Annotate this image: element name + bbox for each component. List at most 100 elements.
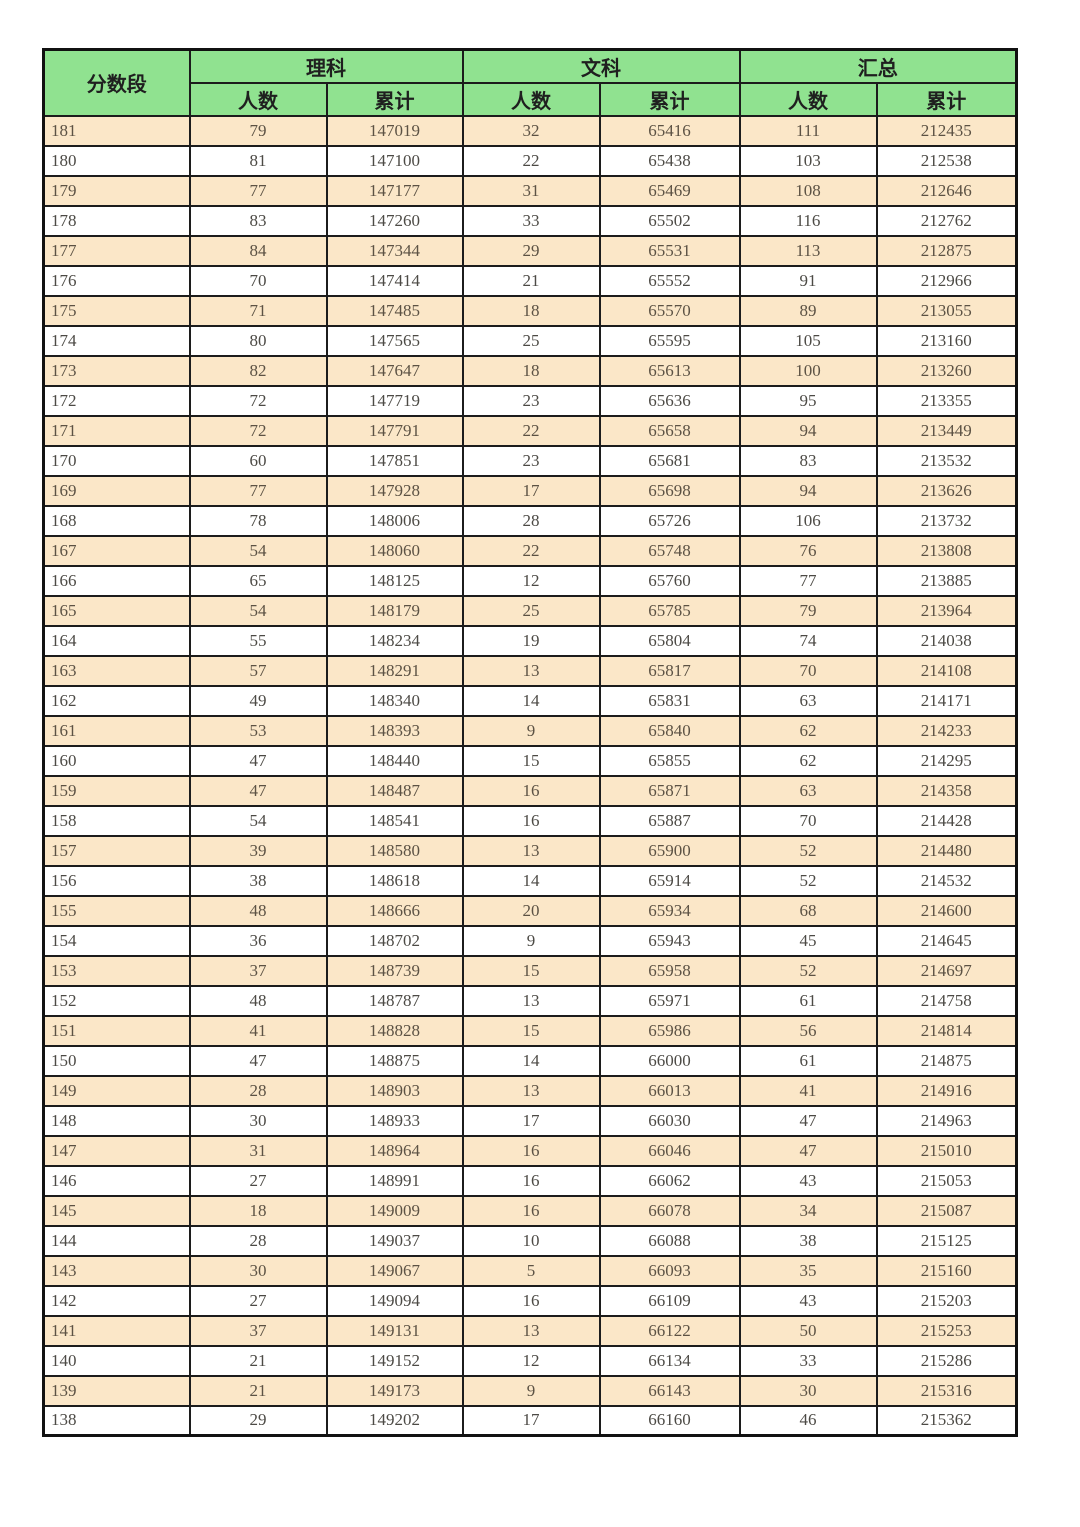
cumulative-cell: 148991 (325, 1164, 464, 1197)
cumulative-cell: 215087 (875, 1194, 1018, 1227)
count-cell: 55 (188, 624, 328, 657)
cumulative-cell: 148933 (325, 1104, 464, 1137)
count-cell: 61 (738, 984, 878, 1017)
count-cell: 70 (188, 264, 328, 297)
count-cell: 5 (461, 1254, 601, 1287)
score-cell: 181 (42, 114, 191, 147)
cumulative-cell: 66000 (598, 1044, 741, 1077)
cumulative-cell: 147928 (325, 474, 464, 507)
count-cell: 13 (461, 654, 601, 687)
cumulative-cell: 148393 (325, 714, 464, 747)
table-row: 142 27 149094 16 66109 43 215203 (42, 1284, 1018, 1317)
count-cell: 83 (188, 204, 328, 237)
count-cell: 38 (738, 1224, 878, 1257)
cumulative-cell: 214916 (875, 1074, 1018, 1107)
count-cell: 29 (461, 234, 601, 267)
count-cell: 41 (738, 1074, 878, 1107)
count-cell: 37 (188, 954, 328, 987)
cumulative-cell: 214963 (875, 1104, 1018, 1137)
cumulative-cell: 213160 (875, 324, 1018, 357)
count-cell: 43 (738, 1164, 878, 1197)
count-cell: 15 (461, 954, 601, 987)
score-cell: 161 (42, 714, 191, 747)
count-cell: 13 (461, 1074, 601, 1107)
score-cell: 152 (42, 984, 191, 1017)
table-row: 140 21 149152 12 66134 33 215286 (42, 1344, 1018, 1377)
score-cell: 149 (42, 1074, 191, 1107)
count-cell: 72 (188, 384, 328, 417)
count-cell: 17 (461, 474, 601, 507)
cumulative-cell: 148060 (325, 534, 464, 567)
cumulative-cell: 214108 (875, 654, 1018, 687)
cumulative-cell: 149067 (325, 1254, 464, 1287)
cumulative-cell: 65438 (598, 144, 741, 177)
cumulative-cell: 215286 (875, 1344, 1018, 1377)
cumulative-cell: 148487 (325, 774, 464, 807)
cumulative-cell: 148541 (325, 804, 464, 837)
cumulative-cell: 213808 (875, 534, 1018, 567)
count-cell: 47 (188, 1044, 328, 1077)
score-cell: 147 (42, 1134, 191, 1167)
count-cell: 23 (461, 384, 601, 417)
count-cell: 61 (738, 1044, 878, 1077)
count-cell: 37 (188, 1314, 328, 1347)
count-cell: 25 (461, 594, 601, 627)
count-cell: 13 (461, 834, 601, 867)
table-row: 148 30 148933 17 66030 47 214963 (42, 1104, 1018, 1137)
count-cell: 30 (188, 1254, 328, 1287)
count-cell: 106 (738, 504, 878, 537)
cumulative-cell: 148903 (325, 1074, 464, 1107)
count-cell: 43 (738, 1284, 878, 1317)
score-cell: 143 (42, 1254, 191, 1287)
count-cell: 71 (188, 294, 328, 327)
table-row: 138 29 149202 17 66160 46 215362 (42, 1404, 1018, 1437)
score-cell: 158 (42, 804, 191, 837)
cumulative-cell: 148828 (325, 1014, 464, 1047)
count-cell: 16 (461, 1194, 601, 1227)
count-cell: 25 (461, 324, 601, 357)
cumulative-cell: 149037 (325, 1224, 464, 1257)
score-cell: 151 (42, 1014, 191, 1047)
group-header-total: 汇总 (738, 48, 1018, 84)
count-cell: 48 (188, 894, 328, 927)
cumulative-cell: 213732 (875, 504, 1018, 537)
cumulative-cell: 148964 (325, 1134, 464, 1167)
count-cell: 16 (461, 804, 601, 837)
count-cell: 77 (188, 174, 328, 207)
cumulative-cell: 65698 (598, 474, 741, 507)
table-row: 157 39 148580 13 65900 52 214480 (42, 834, 1018, 867)
count-cell: 70 (738, 804, 878, 837)
science-cumulative-header: 累计 (325, 81, 464, 117)
cumulative-cell: 212646 (875, 174, 1018, 207)
cumulative-cell: 66062 (598, 1164, 741, 1197)
score-cell: 166 (42, 564, 191, 597)
score-cell: 173 (42, 354, 191, 387)
cumulative-cell: 212966 (875, 264, 1018, 297)
cumulative-cell: 213532 (875, 444, 1018, 477)
cumulative-cell: 66160 (598, 1404, 741, 1437)
cumulative-cell: 65855 (598, 744, 741, 777)
table-row: 164 55 148234 19 65804 74 214038 (42, 624, 1018, 657)
count-cell: 111 (738, 114, 878, 147)
cumulative-cell: 149094 (325, 1284, 464, 1317)
table-row: 179 77 147177 31 65469 108 212646 (42, 174, 1018, 207)
count-cell: 80 (188, 324, 328, 357)
cumulative-cell: 215125 (875, 1224, 1018, 1257)
count-cell: 46 (738, 1404, 878, 1437)
table-header: 分数段 理科 文科 汇总 人数 累计 人数 累计 人数 累计 (42, 48, 1018, 117)
count-cell: 14 (461, 864, 601, 897)
table-row: 175 71 147485 18 65570 89 213055 (42, 294, 1018, 327)
score-cell: 154 (42, 924, 191, 957)
count-cell: 57 (188, 654, 328, 687)
cumulative-cell: 65900 (598, 834, 741, 867)
cumulative-cell: 65502 (598, 204, 741, 237)
count-cell: 16 (461, 1164, 601, 1197)
count-cell: 23 (461, 444, 601, 477)
cumulative-cell: 213260 (875, 354, 1018, 387)
table-row: 168 78 148006 28 65726 106 213732 (42, 504, 1018, 537)
cumulative-cell: 65804 (598, 624, 741, 657)
cumulative-cell: 65469 (598, 174, 741, 207)
count-cell: 14 (461, 684, 601, 717)
score-cell: 169 (42, 474, 191, 507)
count-cell: 9 (461, 924, 601, 957)
